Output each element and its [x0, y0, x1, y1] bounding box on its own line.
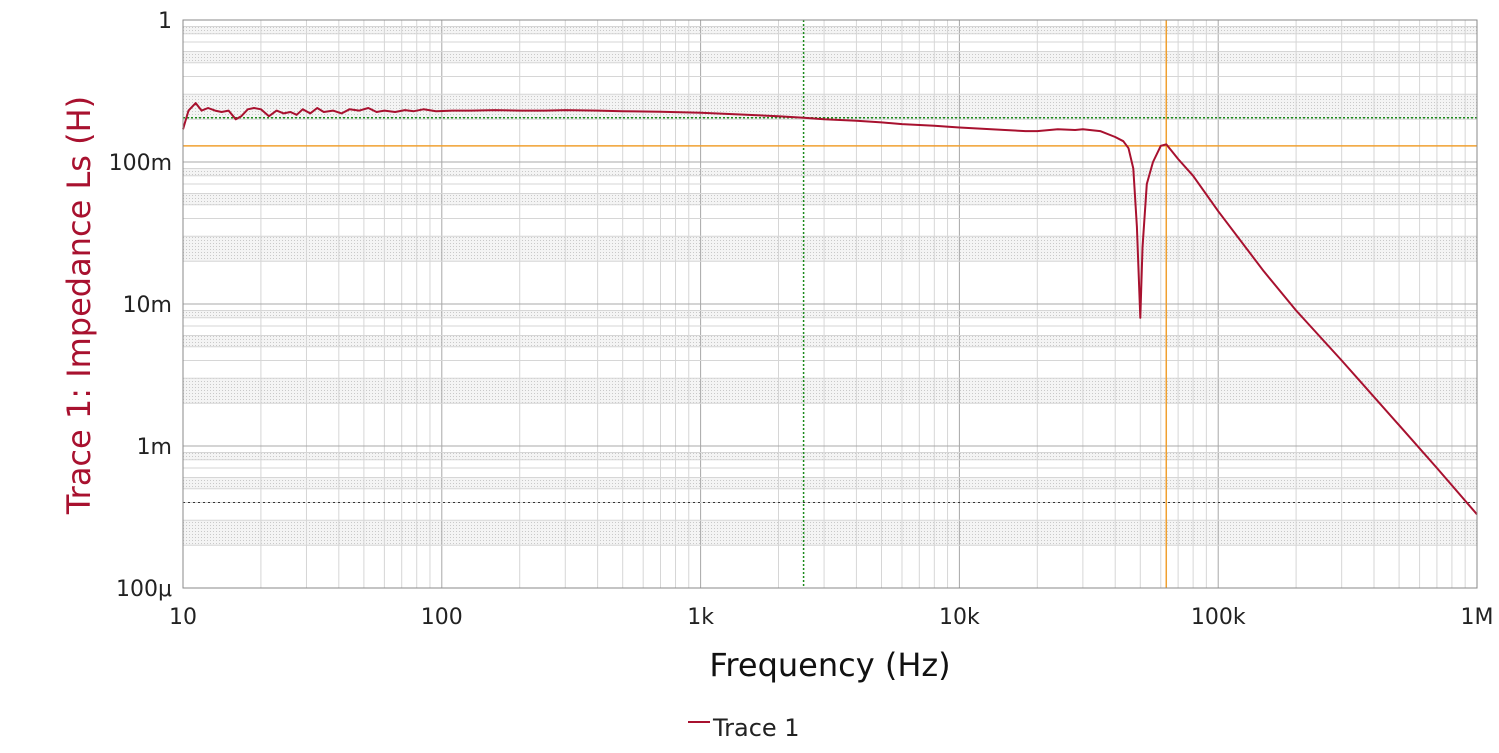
x-tick-labels: 10 100 1k 10k 100k 1M	[169, 605, 1493, 630]
grid-band	[183, 310, 1477, 318]
shaded-bands	[183, 26, 1477, 546]
x-tick-label: 1M	[1461, 605, 1494, 630]
y-tick-label: 100μ	[116, 577, 172, 602]
legend: Trace 1	[688, 714, 800, 742]
y-tick-label: 1	[158, 9, 172, 34]
grid-band	[183, 26, 1477, 34]
grid	[182, 19, 1478, 589]
cursors[interactable]	[183, 20, 1477, 588]
grid-band	[183, 452, 1477, 460]
grid-band	[183, 378, 1477, 404]
grid-band	[183, 168, 1477, 176]
legend-label: Trace 1	[712, 714, 800, 742]
grid-band	[183, 51, 1477, 63]
series	[182, 102, 1478, 516]
y-tick-label: 1m	[137, 435, 172, 460]
grid-band	[183, 520, 1477, 546]
x-tick-label: 100k	[1191, 605, 1246, 630]
y-tick-labels: 1 100m 10m 1m 100μ	[109, 9, 172, 602]
grid-band	[183, 193, 1477, 205]
x-tick-label: 10	[169, 605, 197, 630]
grid-band	[183, 236, 1477, 262]
y-tick-label: 10m	[123, 293, 172, 318]
grid-band	[183, 94, 1477, 120]
y-axis-label: Trace 1: Impedance Ls (H)	[60, 96, 98, 515]
plot-frame	[182, 19, 1478, 589]
series-line-1	[182, 102, 1478, 516]
y-tick-label: 100m	[109, 151, 172, 176]
x-tick-label: 100	[421, 605, 463, 630]
x-tick-label: 10k	[939, 605, 980, 630]
grid-band	[183, 477, 1477, 489]
grid-band	[183, 335, 1477, 347]
x-tick-label: 1k	[687, 605, 714, 630]
x-axis-label: Frequency (Hz)	[709, 646, 950, 684]
